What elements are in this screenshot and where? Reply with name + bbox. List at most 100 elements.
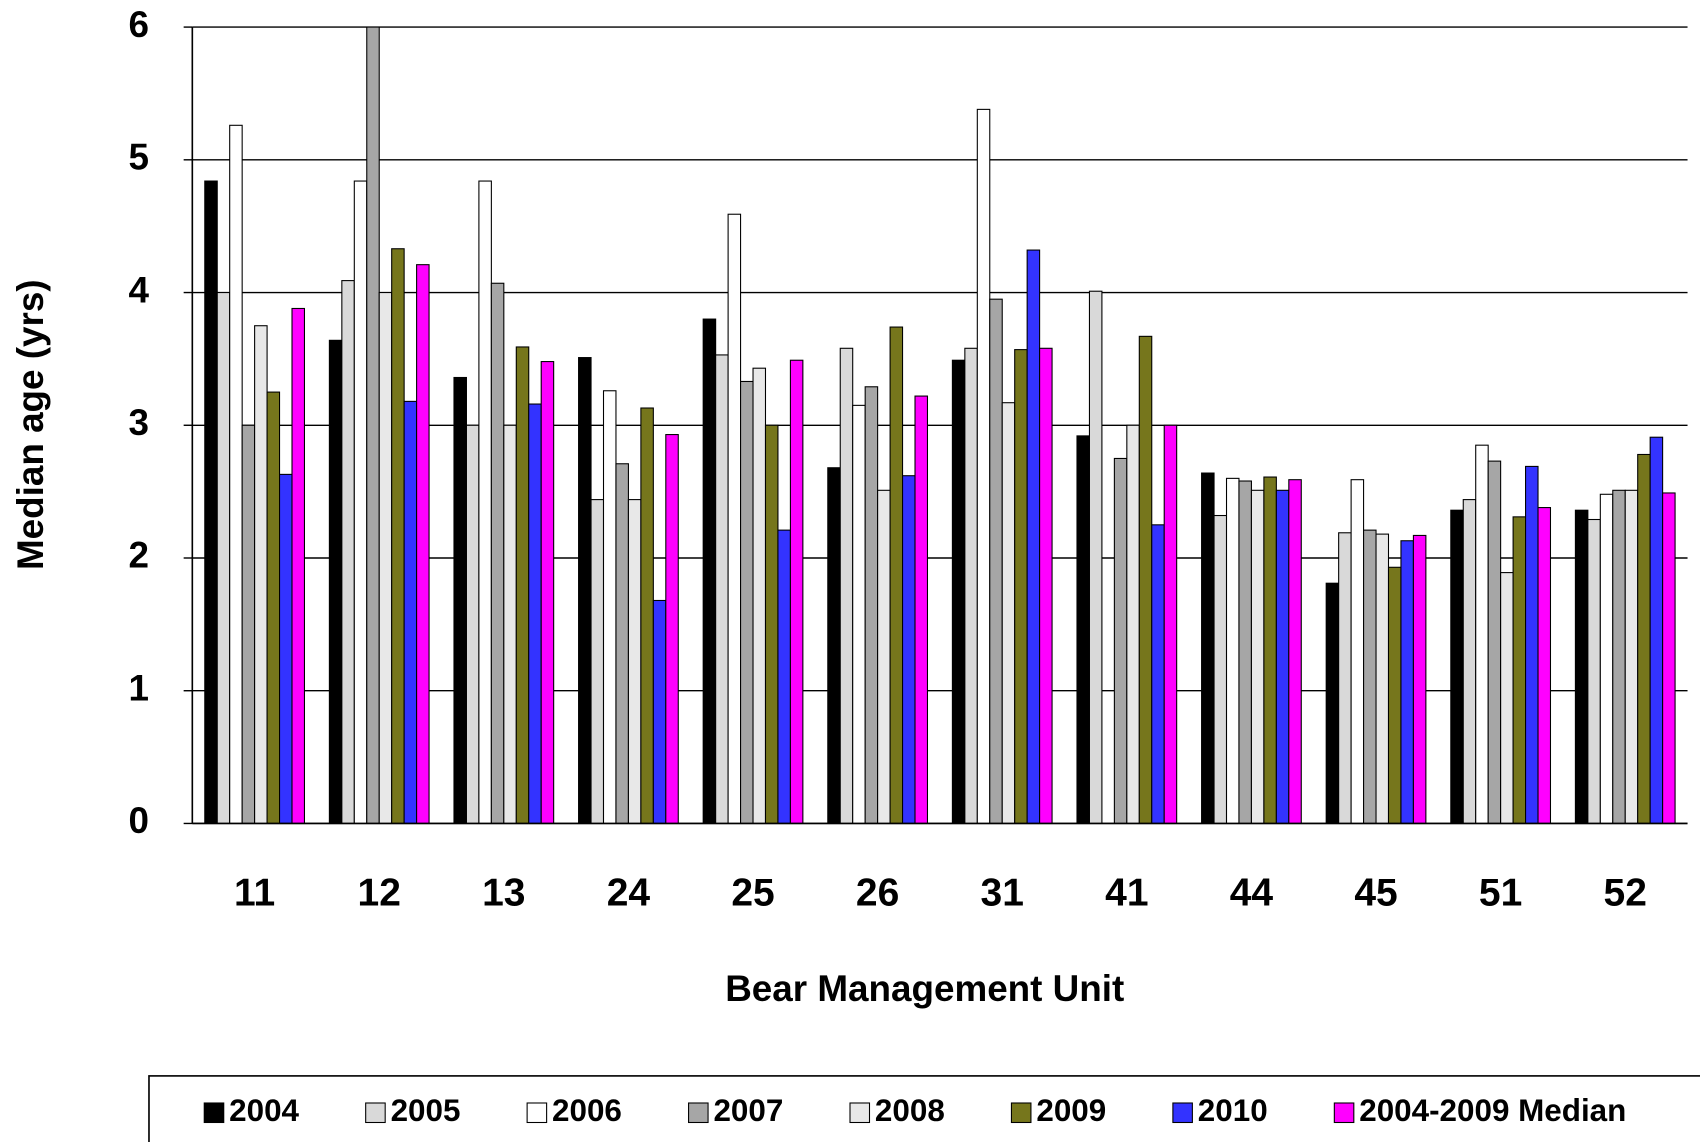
bar bbox=[416, 264, 430, 824]
bar bbox=[1275, 489, 1290, 824]
bar bbox=[229, 124, 243, 824]
bar bbox=[1487, 460, 1502, 824]
bar bbox=[1537, 507, 1552, 824]
bar bbox=[241, 424, 256, 824]
bar bbox=[627, 499, 642, 824]
bar bbox=[1525, 465, 1539, 824]
bar bbox=[740, 380, 754, 824]
bar bbox=[453, 376, 467, 824]
legend-swatch bbox=[526, 1102, 548, 1124]
bar bbox=[1462, 499, 1477, 824]
bar bbox=[602, 390, 617, 824]
y-tick-label: 4 bbox=[128, 269, 149, 310]
y-tick-label: 1 bbox=[128, 667, 148, 708]
bar bbox=[341, 280, 355, 824]
bar bbox=[465, 424, 480, 824]
bar bbox=[1014, 349, 1028, 824]
bar bbox=[204, 180, 218, 824]
bar bbox=[1263, 476, 1277, 824]
bar bbox=[665, 434, 679, 824]
x-tick-label: 41 bbox=[1105, 871, 1148, 914]
x-tick-label: 12 bbox=[358, 871, 401, 914]
bar bbox=[528, 403, 542, 824]
bar bbox=[989, 298, 1003, 824]
y-tick-label: 6 bbox=[128, 4, 148, 45]
bar bbox=[1400, 540, 1414, 824]
bar bbox=[353, 180, 368, 824]
bar bbox=[1350, 479, 1365, 824]
bar bbox=[590, 499, 605, 824]
bar bbox=[727, 213, 742, 824]
bar bbox=[216, 292, 231, 824]
x-tick-label: 26 bbox=[856, 871, 899, 914]
bar bbox=[889, 326, 904, 824]
legend-label: 2007 bbox=[713, 1093, 783, 1128]
bar bbox=[1375, 533, 1390, 824]
bar bbox=[578, 357, 592, 824]
bar bbox=[1325, 582, 1340, 824]
bar bbox=[1088, 290, 1103, 824]
legend-label: 2004 bbox=[229, 1093, 299, 1128]
bar bbox=[702, 318, 717, 824]
bar bbox=[640, 407, 654, 824]
legend-label: 2009 bbox=[1036, 1093, 1106, 1128]
bar bbox=[266, 391, 281, 824]
bar bbox=[852, 404, 866, 824]
y-tick-label: 5 bbox=[128, 137, 148, 178]
bar bbox=[1637, 453, 1651, 824]
bar bbox=[403, 400, 418, 824]
bar bbox=[1587, 518, 1601, 824]
bar bbox=[254, 325, 268, 824]
bar bbox=[652, 599, 667, 824]
bar bbox=[964, 347, 978, 824]
x-tick-label: 52 bbox=[1604, 871, 1647, 914]
x-tick-label: 11 bbox=[234, 871, 275, 914]
bar bbox=[1201, 472, 1215, 824]
legend-label: 2005 bbox=[391, 1093, 461, 1128]
bar bbox=[1126, 424, 1140, 824]
bar bbox=[839, 347, 854, 824]
bar bbox=[1225, 477, 1240, 824]
bar bbox=[1213, 514, 1228, 824]
x-tick-label: 44 bbox=[1230, 871, 1274, 914]
bar bbox=[291, 307, 306, 824]
bar bbox=[515, 346, 530, 824]
y-axis-label: Median age (yrs) bbox=[10, 279, 51, 570]
x-tick-label: 13 bbox=[482, 871, 525, 914]
legend-label: 2006 bbox=[552, 1093, 622, 1128]
y-tick-label: 0 bbox=[128, 800, 148, 841]
bar bbox=[1138, 335, 1153, 824]
bar bbox=[877, 489, 891, 824]
bar bbox=[914, 395, 929, 824]
x-tick-label: 45 bbox=[1354, 871, 1397, 914]
bar bbox=[1151, 524, 1165, 824]
legend-swatch bbox=[1333, 1102, 1355, 1124]
bar bbox=[864, 386, 879, 824]
bar bbox=[1387, 566, 1402, 824]
bar bbox=[1076, 435, 1090, 824]
x-tick-label: 51 bbox=[1479, 871, 1522, 914]
x-axis-label: Bear Management Unit bbox=[725, 968, 1124, 1009]
bar bbox=[1599, 493, 1614, 824]
legend-swatch bbox=[365, 1102, 386, 1124]
legend-label: 2008 bbox=[875, 1093, 945, 1128]
legend-swatch bbox=[688, 1102, 709, 1124]
bar bbox=[1662, 492, 1676, 824]
bar bbox=[1574, 509, 1589, 824]
bar bbox=[1288, 479, 1302, 824]
bar bbox=[1039, 347, 1053, 824]
legend-label: 2010 bbox=[1198, 1093, 1268, 1128]
x-tick-label: 31 bbox=[981, 871, 1024, 914]
bar bbox=[478, 180, 492, 824]
legend-label: 2004-2009 Median bbox=[1359, 1093, 1626, 1128]
bar bbox=[976, 108, 991, 824]
bar bbox=[1450, 509, 1464, 824]
x-tick-label: 24 bbox=[607, 871, 651, 914]
bar bbox=[490, 282, 505, 824]
bar bbox=[1475, 444, 1489, 824]
bar bbox=[1612, 489, 1626, 824]
bar bbox=[1649, 436, 1664, 824]
bar bbox=[1338, 532, 1352, 824]
